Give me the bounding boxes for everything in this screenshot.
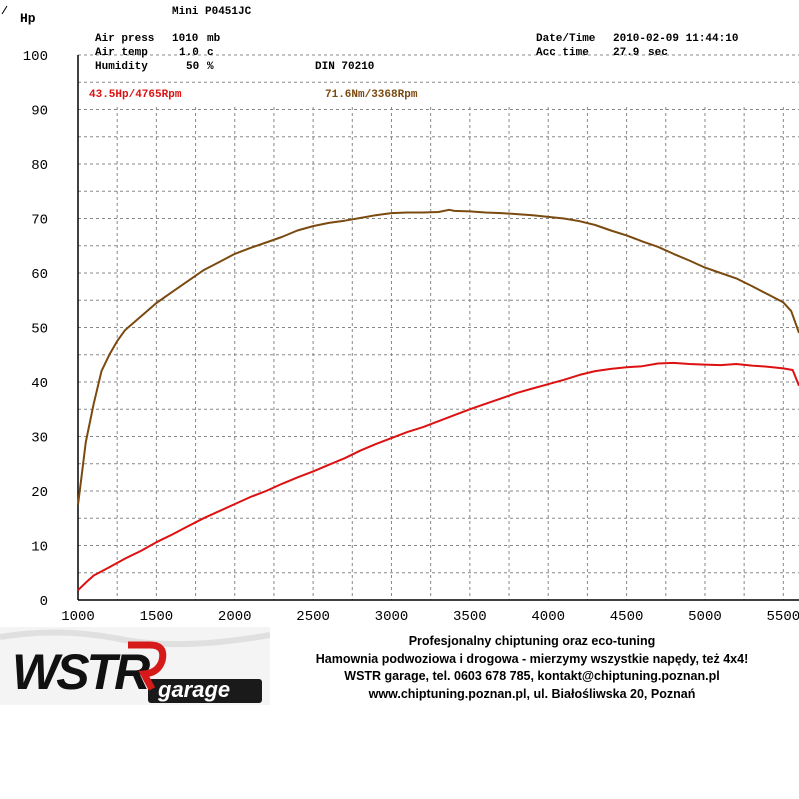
x-tick-label: 1500 (140, 609, 174, 625)
air-press-label: Air press (95, 33, 154, 45)
x-tick-label: 2000 (218, 609, 252, 625)
grid (78, 54, 799, 600)
torque-peak-annotation: 71.6Nm/3368Rpm (325, 89, 418, 101)
y-tick-label: 80 (31, 158, 48, 174)
x-tick-label: 4500 (610, 609, 644, 625)
air-temp-value: 1.0 (179, 47, 199, 59)
humidity-value: 50 (186, 61, 199, 73)
y-tick-label: 0 (40, 594, 48, 610)
y-tick-label: 50 (31, 322, 48, 338)
acc-time-label: Acc time (536, 47, 589, 59)
y-tick-label: 10 (31, 540, 48, 556)
acc-time-unit: sec (648, 47, 668, 59)
y-unit-label: Hp (20, 11, 36, 26)
logo-r-accent (128, 641, 167, 691)
footer-line-4: www.chiptuning.poznan.pl, ul. Białośliws… (368, 686, 696, 701)
y-tick-label: 60 (31, 267, 48, 283)
date-time-label: Date/Time (536, 33, 596, 45)
x-tick-label: 5000 (688, 609, 722, 625)
y-tick-label: 20 (31, 485, 48, 501)
power-series-line (77, 361, 799, 591)
y-tick-labels: 0 10 20 30 40 50 60 70 80 90 100 (23, 49, 48, 610)
air-press-value: 1010 (172, 33, 198, 45)
logo-graphic: WSTR garage (0, 627, 270, 705)
x-tick-labels: 1000 1500 2000 2500 3000 3500 4000 4500 5000 5500 (61, 609, 799, 625)
y-tick-label: 100 (23, 49, 48, 65)
power-peak-annotation: 43.5Hp/4765Rpm (89, 89, 182, 101)
y-tick-label: 90 (31, 104, 48, 120)
acc-time-value: 27.9 (613, 47, 639, 59)
humidity-unit: % (207, 61, 214, 73)
chart-title: Mini P0451JC (172, 6, 252, 18)
y-tick-label: 40 (31, 376, 48, 392)
x-tick-label: 3000 (375, 609, 409, 625)
air-press-unit: mb (207, 33, 221, 45)
y-tick-label: 30 (31, 431, 48, 447)
wstr-logo: WSTR garage (0, 627, 270, 705)
footer: Profesjonalny chiptuning oraz eco-tuning… (272, 633, 792, 703)
footer-line-1: Profesjonalny chiptuning oraz eco-tuning (408, 634, 656, 648)
x-tick-label: 1000 (61, 609, 95, 625)
corner-mark (1, 5, 8, 15)
humidity-label: Humidity (95, 61, 148, 73)
footer-line-2: Hamownia podwoziowa i drogowa - mierzymy… (315, 651, 749, 666)
air-temp-unit: c (207, 47, 214, 59)
x-tick-label: 5500 (767, 609, 799, 625)
logo-sub-background (148, 679, 262, 703)
x-tick-label: 4000 (531, 609, 565, 625)
footer-line-3: WSTR garage, tel. 0603 678 785, kontakt@… (344, 669, 720, 683)
torque-series-line (77, 208, 799, 505)
norm-label: DIN 70210 (315, 61, 374, 73)
date-time-value: 2010-02-09 11:44:10 (613, 33, 738, 45)
logo-sub-text: garage (157, 677, 230, 702)
y-tick-label: 70 (31, 213, 48, 229)
air-temp-label: Air temp (95, 47, 148, 59)
x-tick-label: 2500 (296, 609, 330, 625)
x-tick-label: 3500 (453, 609, 487, 625)
logo-brand-text: WSTR (12, 644, 150, 700)
